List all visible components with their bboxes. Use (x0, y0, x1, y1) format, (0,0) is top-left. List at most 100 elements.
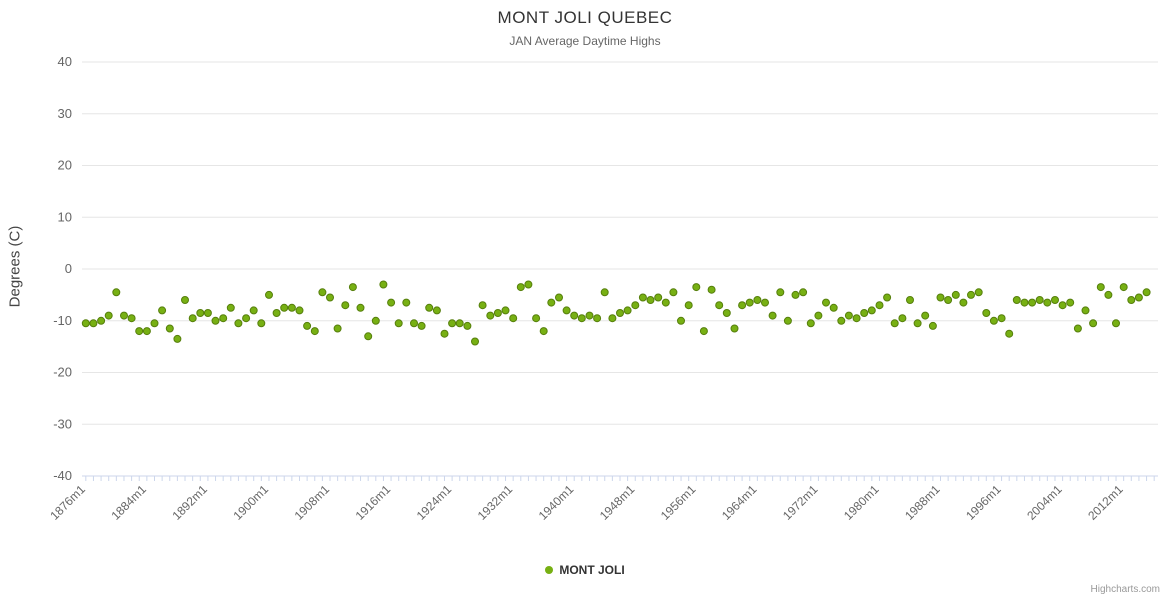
data-point[interactable] (249, 306, 258, 315)
data-point[interactable] (1051, 296, 1059, 304)
data-point[interactable] (776, 288, 785, 297)
data-point[interactable] (677, 316, 685, 325)
data-point[interactable] (181, 296, 189, 304)
data-point[interactable] (814, 311, 823, 320)
data-point[interactable] (898, 314, 907, 323)
data-point[interactable] (547, 298, 556, 307)
data-point[interactable] (852, 314, 861, 323)
data-point[interactable] (150, 319, 159, 328)
data-point[interactable] (1081, 306, 1090, 315)
data-point[interactable] (684, 301, 693, 310)
data-point[interactable] (1104, 290, 1113, 299)
data-point[interactable] (1058, 301, 1067, 310)
data-point[interactable] (585, 311, 594, 320)
data-point[interactable] (432, 306, 441, 315)
data-point[interactable] (226, 303, 235, 312)
data-point[interactable] (745, 298, 754, 307)
data-point[interactable] (661, 298, 670, 307)
data-point[interactable] (120, 311, 128, 320)
data-point[interactable] (417, 321, 426, 330)
data-point[interactable] (967, 290, 975, 299)
data-point[interactable] (783, 316, 792, 325)
data-point[interactable] (196, 309, 205, 317)
data-point[interactable] (142, 327, 151, 336)
data-point[interactable] (944, 296, 953, 304)
data-point[interactable] (211, 316, 220, 325)
data-point[interactable] (356, 303, 365, 312)
data-point[interactable] (173, 334, 182, 343)
data-point[interactable] (112, 288, 121, 297)
data-point[interactable] (280, 303, 289, 312)
data-point[interactable] (768, 311, 777, 320)
data-point[interactable] (829, 303, 838, 312)
data-point[interactable] (188, 314, 197, 323)
data-point[interactable] (1089, 319, 1098, 328)
data-point[interactable] (1127, 296, 1136, 304)
data-point[interactable] (1043, 298, 1052, 307)
data-point[interactable] (928, 321, 937, 330)
data-point[interactable] (730, 324, 739, 333)
data-point[interactable] (577, 314, 586, 323)
data-point[interactable] (364, 332, 373, 341)
data-point[interactable] (822, 298, 830, 307)
data-point[interactable] (608, 314, 617, 323)
data-point[interactable] (471, 337, 479, 346)
data-point[interactable] (806, 319, 815, 328)
data-point[interactable] (165, 324, 174, 333)
data-point[interactable] (333, 324, 342, 333)
data-point[interactable] (81, 319, 90, 328)
legend-item-mont-joli[interactable]: MONT JOLI (0, 563, 1170, 577)
data-point[interactable] (722, 309, 731, 317)
data-point[interactable] (135, 327, 144, 336)
data-point[interactable] (646, 296, 655, 304)
data-point[interactable] (1073, 324, 1082, 333)
data-point[interactable] (341, 301, 350, 310)
data-point[interactable] (562, 306, 571, 315)
data-point[interactable] (875, 301, 884, 310)
data-point[interactable] (1035, 296, 1044, 304)
data-point[interactable] (989, 316, 998, 325)
data-point[interactable] (761, 298, 769, 307)
data-point[interactable] (707, 285, 716, 294)
data-point[interactable] (906, 296, 914, 304)
data-point[interactable] (97, 316, 106, 325)
data-point[interactable] (532, 314, 541, 323)
data-point[interactable] (318, 288, 327, 297)
data-point[interactable] (326, 293, 334, 302)
data-point[interactable] (509, 314, 518, 323)
data-point[interactable] (219, 314, 228, 323)
data-point[interactable] (425, 303, 434, 312)
data-point[interactable] (951, 290, 960, 299)
data-point[interactable] (486, 311, 495, 320)
data-point[interactable] (890, 319, 899, 328)
data-point[interactable] (593, 314, 602, 323)
data-point[interactable] (1119, 283, 1128, 292)
data-point[interactable] (348, 283, 357, 292)
data-point[interactable] (631, 301, 640, 310)
data-point[interactable] (982, 309, 991, 317)
data-point[interactable] (371, 316, 380, 325)
data-point[interactable] (1096, 283, 1105, 292)
data-point[interactable] (1028, 298, 1037, 307)
data-point[interactable] (623, 306, 632, 315)
data-point[interactable] (669, 288, 678, 297)
data-point[interactable] (303, 321, 312, 330)
data-point[interactable] (799, 288, 808, 297)
data-point[interactable] (699, 327, 708, 336)
data-point[interactable] (1112, 319, 1120, 328)
data-point[interactable] (753, 296, 762, 304)
data-point[interactable] (570, 311, 579, 320)
data-point[interactable] (959, 298, 968, 307)
data-point[interactable] (921, 311, 930, 320)
data-point[interactable] (738, 301, 747, 310)
data-point[interactable] (463, 321, 472, 330)
data-point[interactable] (272, 309, 281, 317)
data-point[interactable] (455, 319, 464, 328)
data-point[interactable] (692, 283, 701, 292)
data-point[interactable] (524, 280, 533, 289)
data-point[interactable] (394, 319, 403, 328)
data-point[interactable] (265, 290, 273, 299)
data-point[interactable] (448, 319, 457, 328)
data-point[interactable] (1020, 298, 1029, 307)
data-point[interactable] (860, 309, 869, 317)
